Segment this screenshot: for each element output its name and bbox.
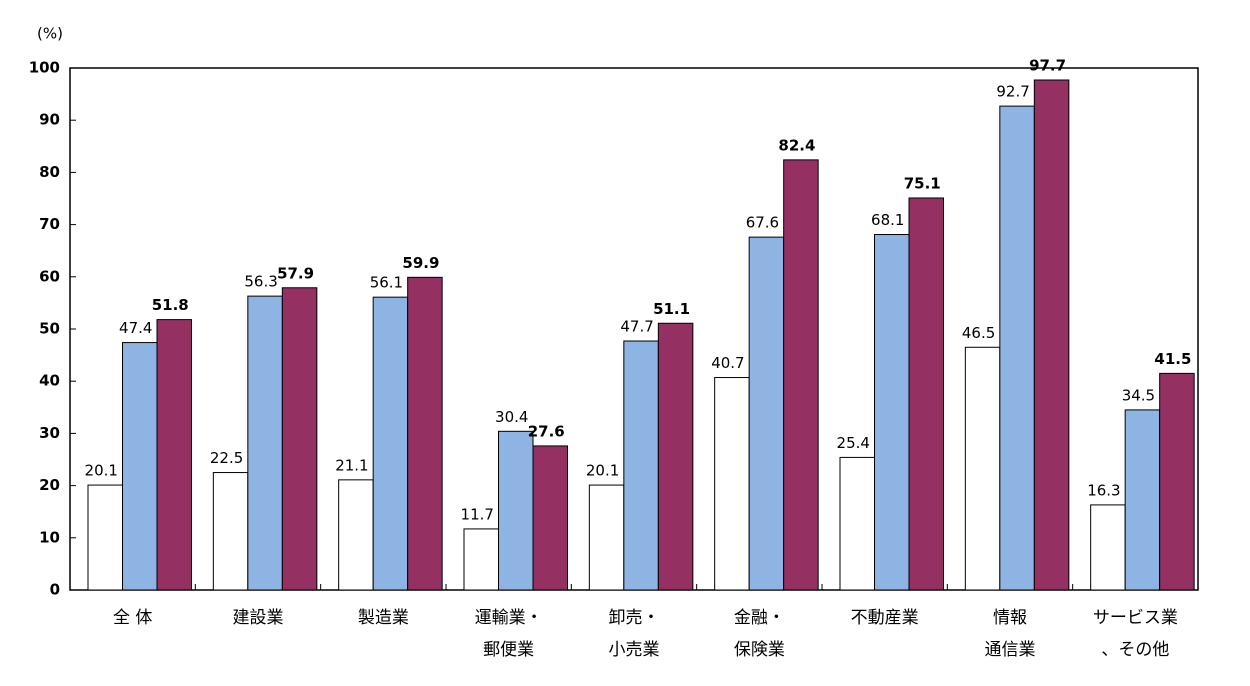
y-tick-label: 40: [39, 372, 60, 390]
x-tick-label-line: 金融・: [734, 608, 785, 628]
bar: [87, 484, 123, 591]
value-label: 21.1: [335, 456, 368, 474]
bar: [463, 528, 499, 591]
y-tick-label: 60: [39, 267, 60, 285]
x-tick-label: 製造業: [358, 608, 409, 628]
value-label: 75.1: [904, 174, 941, 192]
x-tick-label-line: 運輸業・: [475, 608, 543, 628]
x-tick-label-line: 保険業: [734, 640, 785, 660]
value-label: 51.8: [152, 296, 189, 314]
x-tick-label-line: 全 体: [113, 608, 152, 628]
bar: [748, 236, 785, 591]
value-label: 67.6: [746, 214, 779, 232]
x-tick-label-line: 通信業: [985, 640, 1036, 660]
bar: [874, 234, 910, 591]
bar: [1159, 372, 1195, 591]
value-label: 47.7: [620, 318, 653, 336]
value-label: 47.4: [119, 319, 152, 337]
bar: [1090, 504, 1126, 591]
y-tick-label: 100: [29, 59, 60, 77]
bar: [1033, 79, 1070, 591]
value-label: 16.3: [1087, 481, 1120, 499]
x-tick-label-line: 小売業: [609, 640, 660, 660]
value-label: 41.5: [1154, 350, 1191, 368]
x-tick-label-line: 郵便業: [483, 640, 534, 660]
bar: [156, 319, 192, 591]
x-tick-label: 運輸業・郵便業: [475, 608, 543, 660]
bar: [1124, 409, 1161, 591]
bar: [588, 484, 625, 591]
x-tick-label-line: 建設業: [233, 608, 284, 628]
value-label: 57.9: [277, 264, 314, 282]
value-label: 56.3: [244, 273, 277, 291]
value-label: 27.6: [528, 422, 565, 440]
x-tick-label: 金融・保険業: [734, 608, 785, 660]
y-tick-label: 0: [50, 581, 60, 599]
y-tick-label: 50: [39, 320, 60, 338]
y-tick-label: 30: [39, 424, 60, 442]
x-tick-label: 不動産業: [851, 608, 919, 628]
x-tick-label: サービス業、その他: [1093, 608, 1178, 660]
bar: [964, 346, 1001, 591]
value-label: 30.4: [495, 408, 528, 426]
value-label: 46.5: [962, 324, 995, 342]
value-label: 82.4: [778, 136, 815, 154]
bar: [212, 472, 249, 591]
bar: [281, 287, 318, 591]
bar: [122, 342, 158, 591]
x-tick-label: 卸売・小売業: [609, 608, 660, 660]
bar: [532, 445, 568, 591]
value-label: 51.1: [653, 300, 690, 318]
y-tick-label: 90: [39, 111, 60, 129]
value-label: 11.7: [461, 505, 494, 523]
value-label: 92.7: [996, 83, 1029, 101]
x-tick-label-line: サービス業: [1093, 608, 1178, 628]
bar: [714, 377, 750, 591]
bar: [999, 105, 1035, 591]
x-tick-label-line: 卸売・: [609, 608, 660, 628]
x-tick-label: 情報通信業: [985, 608, 1036, 660]
value-label: 34.5: [1122, 386, 1155, 404]
x-tick-label-line: 、その他: [1101, 640, 1169, 660]
bar: [783, 159, 819, 591]
value-label: 97.7: [1029, 57, 1066, 75]
y-tick-label: 10: [39, 528, 60, 546]
bar: [338, 479, 374, 591]
x-tick-label-line: 情報: [993, 608, 1027, 628]
bar: [908, 197, 944, 591]
y-tick-label: 70: [39, 215, 60, 233]
value-label: 22.5: [210, 449, 243, 467]
x-tick-label: 建設業: [233, 608, 284, 628]
y-tick-label: 20: [39, 476, 60, 494]
bar: [498, 430, 534, 591]
bar: [657, 322, 694, 591]
x-tick-label-line: 不動産業: [851, 608, 919, 628]
value-label: 59.9: [402, 254, 439, 272]
value-label: 56.1: [370, 274, 403, 292]
value-label: 20.1: [85, 462, 118, 480]
x-tick-label: 全 体: [113, 608, 152, 628]
value-label: 20.1: [586, 462, 619, 480]
value-label: 25.4: [837, 434, 870, 452]
y-tick-label: 80: [39, 163, 60, 181]
bar: [407, 276, 443, 591]
value-label: 40.7: [711, 354, 744, 372]
bar: [839, 456, 875, 591]
bar: [247, 295, 283, 591]
value-label: 68.1: [871, 211, 904, 229]
bar: [372, 296, 409, 591]
x-tick-label-line: 製造業: [358, 608, 409, 628]
y-axis-label: (%): [37, 25, 63, 43]
bar: [623, 340, 659, 591]
